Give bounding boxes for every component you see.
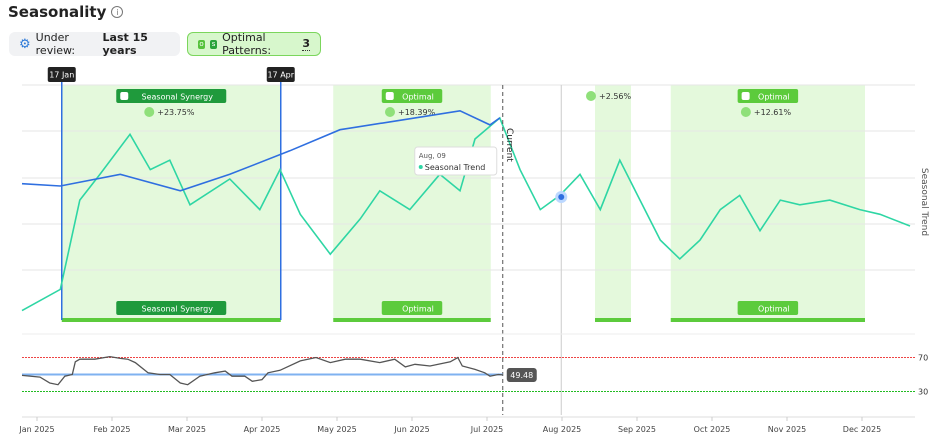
arrow-up-icon	[385, 107, 395, 117]
x-tick-label: Feb 2025	[93, 425, 130, 434]
pattern-change: +18.39%	[398, 108, 436, 117]
synergy-icon: s	[210, 39, 218, 49]
x-tick-label: Oct 2025	[694, 425, 731, 434]
pattern-change: +23.75%	[157, 108, 195, 117]
pattern-band	[670, 85, 865, 320]
rsi-level-label: 30	[918, 388, 928, 397]
x-tick-label: Dec 2025	[843, 425, 881, 434]
date-marker-label: 17 Jan	[49, 71, 74, 80]
pattern-band-bar	[670, 318, 865, 322]
x-tick-label: Sep 2025	[618, 425, 656, 434]
pattern-band	[595, 85, 631, 320]
pattern-bottom-label: Seasonal Synergy	[142, 305, 214, 314]
optimal-patterns-button[interactable]: o s Optimal Patterns: 3	[187, 31, 321, 57]
pattern-bottom-label: Optimal	[402, 305, 434, 314]
current-year-line	[21, 109, 501, 192]
tooltip	[414, 146, 498, 176]
tooltip-dot	[418, 165, 423, 169]
date-marker-label: 17 Apr	[267, 71, 294, 80]
hover-point	[558, 194, 565, 200]
x-tick-label: Aug 2025	[543, 425, 582, 434]
tooltip-date: Aug, 09	[419, 152, 446, 160]
pattern-badge-label: Optimal	[758, 93, 790, 102]
arrow-up-icon	[144, 107, 155, 117]
pattern-band-bar	[61, 318, 281, 322]
page-title: Seasonality i	[8, 3, 124, 21]
date-marker-badge	[266, 67, 295, 82]
review-period-button[interactable]: ⚙ Under review: Last 15 years	[9, 31, 180, 57]
pattern-badge	[381, 89, 443, 103]
date-marker-badge	[47, 67, 76, 82]
rsi-value: 49.48	[510, 371, 533, 380]
pattern-badge-label: Optimal	[402, 93, 434, 102]
current-label: Current	[504, 128, 514, 162]
pattern-icon	[385, 92, 394, 100]
pattern-band-bar	[333, 318, 491, 322]
pattern-band	[61, 85, 281, 320]
right-axis-label: Seasonal Trend	[919, 168, 929, 236]
pattern-icon	[741, 92, 750, 100]
optimal-icon: o	[198, 39, 206, 49]
pattern-change: +2.56%	[599, 92, 632, 101]
pattern-band	[333, 85, 491, 320]
pattern-bottom-badge	[381, 301, 443, 315]
x-tick-label: Jul 2025	[470, 425, 504, 434]
pattern-icon	[120, 92, 129, 100]
pattern-bottom-badge	[737, 301, 799, 315]
arrow-up-icon	[586, 91, 596, 101]
pattern-badge-label: Seasonal Synergy	[142, 93, 214, 102]
gear-icon: ⚙	[19, 36, 31, 52]
pattern-bottom-label: Optimal	[758, 305, 790, 314]
rsi-line	[21, 355, 503, 386]
pattern-badge	[737, 89, 799, 103]
pattern-badge	[116, 89, 227, 103]
x-tick-label: Nov 2025	[768, 425, 807, 434]
arrow-up-icon	[740, 107, 751, 117]
x-tick-label: Apr 2025	[244, 425, 281, 434]
rsi-level-label: 70	[918, 354, 928, 363]
info-icon[interactable]: i	[111, 6, 124, 18]
x-tick-label: Jun 2025	[393, 425, 429, 434]
x-tick-label: May 2025	[317, 425, 356, 434]
pattern-bottom-badge	[116, 301, 227, 315]
tooltip-series: Seasonal Trend	[425, 163, 486, 172]
x-tick-label: Mar 2025	[168, 425, 206, 434]
pattern-band-bar	[595, 318, 631, 322]
pattern-change: +12.61%	[754, 108, 792, 117]
x-tick-label: Jan 2025	[18, 425, 54, 434]
rsi-value-badge	[506, 368, 537, 382]
